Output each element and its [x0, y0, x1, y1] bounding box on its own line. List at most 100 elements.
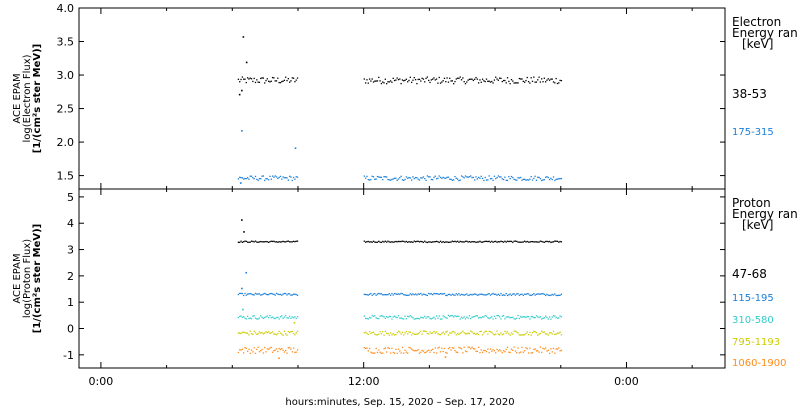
data-point [374, 80, 376, 82]
data-point [282, 240, 284, 243]
data-point [239, 176, 241, 178]
data-point [526, 240, 528, 243]
y-title-line: [1/(cm²s ster MeV)] [32, 44, 43, 153]
data-point [551, 333, 553, 335]
data-point [526, 315, 528, 318]
data-point [468, 240, 471, 243]
data-point [441, 293, 443, 295]
data-point [506, 294, 509, 297]
data-point [420, 80, 422, 82]
data-point [237, 316, 240, 319]
data-point [374, 315, 376, 317]
data-point [462, 317, 464, 319]
data-point [539, 178, 542, 180]
data-point [463, 346, 465, 348]
data-point [421, 177, 423, 179]
data-point [289, 81, 291, 83]
data-point [275, 316, 278, 319]
data-point [467, 332, 469, 334]
data-point [466, 293, 468, 295]
data-point [455, 315, 457, 318]
data-point [371, 294, 373, 297]
data-point [265, 316, 267, 318]
data-point [437, 82, 439, 84]
data-point [407, 333, 409, 335]
data-point [260, 178, 262, 180]
data-point [426, 316, 429, 318]
data-point [386, 332, 388, 335]
legend-entry: 1060-1900 [732, 358, 787, 369]
data-point [468, 294, 471, 296]
data-point [417, 317, 419, 320]
data-point [285, 292, 287, 295]
data-point [492, 241, 494, 243]
data-point [430, 293, 432, 295]
data-point [429, 317, 431, 320]
data-point [244, 292, 246, 295]
data-points [237, 36, 563, 360]
data-point [550, 348, 552, 350]
data-point [396, 179, 398, 181]
data-point [274, 294, 276, 296]
data-point [266, 331, 268, 334]
data-point-outlier [241, 89, 243, 92]
data-point [375, 317, 377, 319]
data-point [529, 294, 531, 296]
data-point [252, 240, 254, 243]
data-point [520, 176, 522, 179]
data-point [277, 316, 279, 319]
data-point [414, 333, 417, 335]
data-point [504, 79, 506, 82]
data-point [257, 293, 259, 295]
data-point [487, 293, 489, 295]
data-point [261, 241, 263, 243]
data-point [544, 347, 547, 349]
data-point [526, 331, 528, 333]
data-point [240, 315, 242, 317]
data-point [283, 79, 286, 81]
data-point [414, 318, 417, 320]
data-point [520, 334, 522, 336]
data-point [418, 179, 421, 181]
data-point [248, 293, 250, 295]
data-point [531, 331, 534, 334]
data-point [441, 332, 443, 335]
data-point [513, 293, 515, 295]
data-point [504, 176, 506, 178]
data-point [409, 315, 411, 317]
data-point [432, 348, 434, 351]
data-point [264, 316, 266, 319]
data-point [367, 179, 369, 181]
data-point [410, 241, 413, 243]
data-point [438, 241, 440, 244]
legend-title-line: Energy ran [732, 26, 798, 40]
data-point [487, 80, 489, 82]
data-point [483, 294, 485, 296]
data-point [410, 81, 413, 84]
data-point [559, 315, 561, 317]
data-point [239, 315, 241, 318]
data-point [512, 316, 514, 318]
legend-entry: 38-53 [732, 87, 767, 101]
data-point [274, 80, 276, 82]
data-point [451, 347, 454, 349]
data-point [413, 77, 415, 79]
data-point [480, 293, 482, 295]
data-point [480, 175, 482, 177]
data-point [466, 81, 468, 83]
data-point [489, 81, 492, 83]
data-point [237, 178, 240, 180]
data-point [257, 332, 259, 335]
data-point [241, 241, 244, 243]
data-point [555, 316, 557, 319]
data-point [447, 176, 450, 178]
data-point [294, 293, 296, 295]
x-tick-label: 12:00 [348, 375, 380, 388]
data-point [292, 332, 295, 335]
data-point [502, 315, 505, 317]
data-point [237, 332, 240, 334]
data-point [518, 77, 521, 80]
data-point [527, 80, 530, 83]
data-point [246, 350, 249, 353]
data-point [379, 241, 381, 243]
